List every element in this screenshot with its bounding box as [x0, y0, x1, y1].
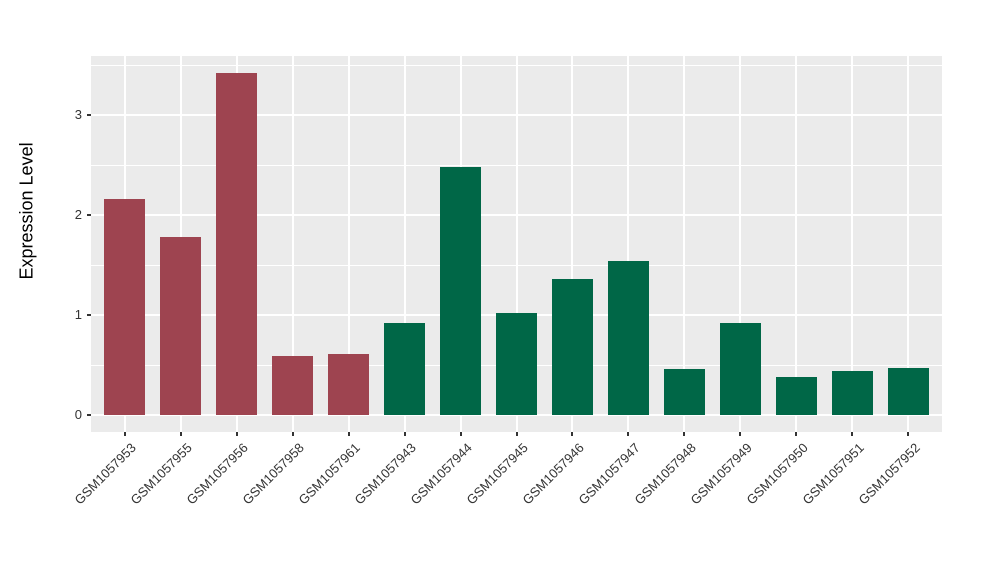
- x-tick-mark: [291, 432, 294, 436]
- x-tick-mark: [347, 432, 350, 436]
- x-tick-mark: [403, 432, 406, 436]
- vertical-gridline: [291, 56, 294, 432]
- vertical-gridline: [739, 56, 742, 432]
- plot-panel: [91, 56, 942, 432]
- bar-GSM1057955: [159, 237, 202, 415]
- vertical-gridline: [795, 56, 798, 432]
- vertical-gridline: [403, 56, 406, 432]
- y-tick-mark: [87, 114, 91, 116]
- y-tick-label: 3: [74, 107, 82, 122]
- x-tick-mark: [515, 432, 518, 436]
- vertical-gridline: [851, 56, 854, 432]
- bar-GSM1057949: [719, 323, 762, 415]
- bar-GSM1057953: [103, 199, 146, 415]
- bar-GSM1057948: [663, 369, 706, 415]
- vertical-gridline: [627, 56, 630, 432]
- x-tick-mark: [683, 432, 686, 436]
- vertical-gridline: [571, 56, 574, 432]
- x-tick-mark: [235, 432, 238, 436]
- bar-GSM1057944: [439, 167, 482, 415]
- x-tick-mark: [179, 432, 182, 436]
- vertical-gridline: [683, 56, 686, 432]
- x-tick-mark: [627, 432, 630, 436]
- y-tick-mark: [87, 314, 91, 316]
- bar-GSM1057958: [271, 356, 314, 415]
- bar-GSM1057945: [495, 313, 538, 415]
- x-tick-mark: [739, 432, 742, 436]
- bar-GSM1057943: [383, 323, 426, 415]
- y-tick-label: 0: [74, 407, 82, 422]
- vertical-gridline: [515, 56, 518, 432]
- bar-GSM1057961: [327, 354, 370, 415]
- x-tick-mark: [907, 432, 910, 436]
- x-tick-mark: [459, 432, 462, 436]
- x-tick-mark: [851, 432, 854, 436]
- bar-GSM1057951: [831, 371, 874, 415]
- bar-GSM1057956: [215, 73, 258, 415]
- x-tick-mark: [571, 432, 574, 436]
- bar-GSM1057950: [775, 377, 818, 415]
- y-tick-mark: [87, 214, 91, 216]
- vertical-gridline: [347, 56, 350, 432]
- y-tick-mark: [87, 414, 91, 416]
- bar-GSM1057946: [551, 279, 594, 415]
- y-tick-label: 1: [74, 307, 82, 322]
- bar-GSM1057952: [887, 368, 930, 415]
- vertical-gridline: [907, 56, 910, 432]
- bar-GSM1057947: [607, 261, 650, 415]
- y-tick-label: 2: [74, 207, 82, 222]
- x-tick-mark: [123, 432, 126, 436]
- x-tick-mark: [795, 432, 798, 436]
